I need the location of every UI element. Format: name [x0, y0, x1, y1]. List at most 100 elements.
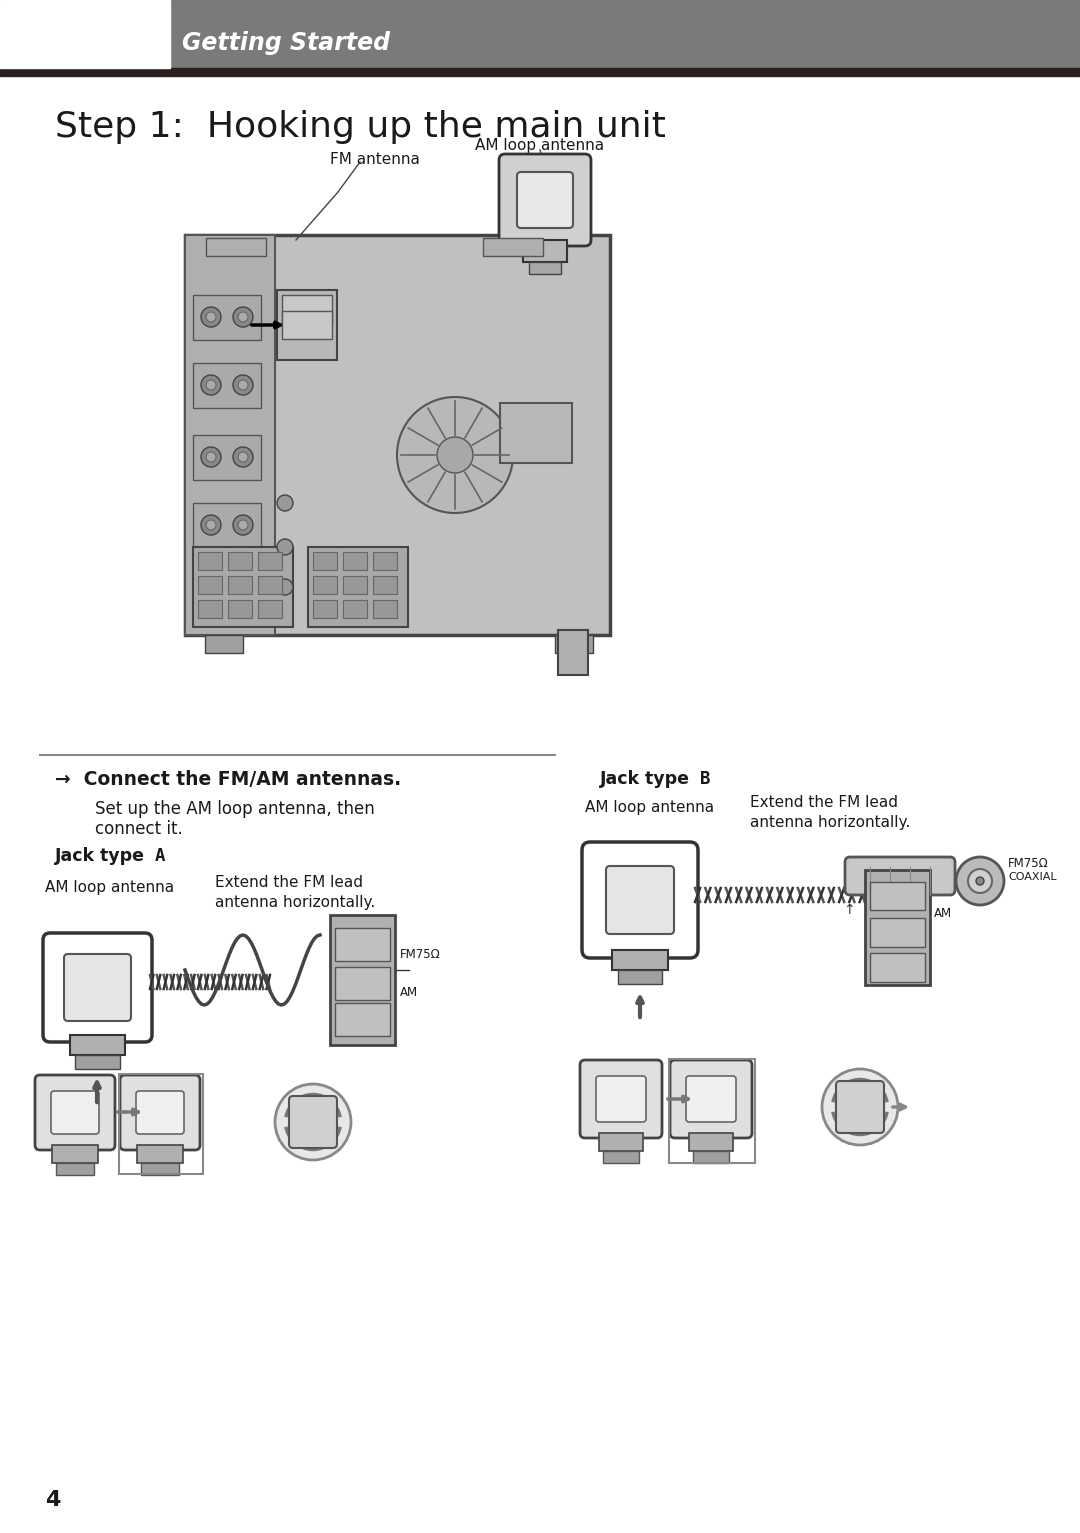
- Bar: [228, 599, 253, 618]
- Circle shape: [201, 515, 221, 535]
- Circle shape: [968, 869, 993, 894]
- Circle shape: [206, 313, 216, 322]
- Bar: [313, 552, 337, 570]
- Bar: [669, 1059, 755, 1164]
- Bar: [483, 238, 542, 256]
- Bar: [282, 294, 332, 323]
- FancyBboxPatch shape: [517, 172, 573, 228]
- Text: AM: AM: [400, 987, 418, 1000]
- Bar: [343, 599, 367, 618]
- FancyBboxPatch shape: [43, 934, 152, 1042]
- Circle shape: [238, 520, 248, 530]
- Bar: [373, 552, 397, 570]
- Text: Step 1:  Hooking up the main unit: Step 1: Hooking up the main unit: [55, 110, 666, 144]
- Bar: [599, 1133, 643, 1151]
- Bar: [373, 599, 397, 618]
- Text: Extend the FM lead: Extend the FM lead: [750, 796, 897, 809]
- Text: AM loop antenna: AM loop antenna: [45, 880, 174, 895]
- Text: Extend the FM lead: Extend the FM lead: [215, 875, 363, 891]
- FancyBboxPatch shape: [499, 153, 591, 245]
- Bar: [335, 927, 390, 961]
- Bar: [343, 552, 367, 570]
- Bar: [0, 0, 170, 67]
- Text: Set up the AM loop antenna, then: Set up the AM loop antenna, then: [95, 800, 375, 819]
- Circle shape: [397, 397, 513, 514]
- Bar: [137, 1145, 183, 1164]
- Bar: [141, 1164, 179, 1174]
- Bar: [523, 241, 567, 262]
- Circle shape: [976, 877, 984, 885]
- Circle shape: [201, 376, 221, 396]
- Bar: [193, 547, 294, 627]
- Circle shape: [233, 515, 253, 535]
- Bar: [199, 576, 222, 593]
- Text: COAXIAL: COAXIAL: [1008, 872, 1056, 881]
- Text: FM antenna: FM antenna: [330, 152, 420, 167]
- Text: Jack type: Jack type: [55, 848, 151, 865]
- Bar: [70, 1035, 125, 1055]
- Bar: [0, 67, 1080, 77]
- FancyBboxPatch shape: [596, 1076, 646, 1122]
- Circle shape: [276, 579, 293, 595]
- Circle shape: [201, 307, 221, 327]
- FancyBboxPatch shape: [670, 1059, 752, 1137]
- FancyBboxPatch shape: [606, 866, 674, 934]
- Text: B: B: [700, 770, 711, 788]
- FancyBboxPatch shape: [35, 1075, 114, 1150]
- Bar: [308, 547, 408, 627]
- Bar: [258, 599, 282, 618]
- Bar: [558, 630, 588, 675]
- Circle shape: [206, 520, 216, 530]
- Bar: [529, 262, 561, 274]
- Text: FM75Ω: FM75Ω: [400, 947, 441, 961]
- Bar: [193, 503, 261, 547]
- Bar: [335, 1004, 390, 1036]
- Bar: [228, 576, 253, 593]
- Bar: [313, 599, 337, 618]
- Bar: [870, 918, 924, 947]
- Bar: [185, 235, 275, 635]
- FancyBboxPatch shape: [136, 1091, 184, 1134]
- Circle shape: [238, 313, 248, 322]
- FancyBboxPatch shape: [836, 1081, 885, 1133]
- Text: AM loop antenna: AM loop antenna: [585, 800, 714, 816]
- Bar: [193, 363, 261, 408]
- Circle shape: [233, 307, 253, 327]
- Bar: [335, 967, 390, 1000]
- FancyBboxPatch shape: [582, 842, 698, 958]
- Bar: [618, 970, 662, 984]
- Bar: [199, 599, 222, 618]
- Text: antenna horizontally.: antenna horizontally.: [215, 895, 375, 911]
- Text: AM loop antenna: AM loop antenna: [475, 138, 605, 153]
- Text: Getting Started: Getting Started: [183, 31, 390, 55]
- Bar: [603, 1151, 639, 1164]
- Bar: [870, 881, 924, 911]
- FancyBboxPatch shape: [289, 1096, 337, 1148]
- Bar: [276, 290, 337, 360]
- Bar: [206, 238, 267, 256]
- Text: Jack type: Jack type: [600, 770, 696, 788]
- Circle shape: [276, 495, 293, 510]
- Circle shape: [206, 380, 216, 389]
- Circle shape: [201, 448, 221, 468]
- Bar: [228, 552, 253, 570]
- FancyBboxPatch shape: [580, 1059, 662, 1137]
- Text: →  Connect the FM/AM antennas.: → Connect the FM/AM antennas.: [55, 770, 401, 789]
- Bar: [0, 0, 1080, 67]
- Text: ↑: ↑: [843, 903, 854, 917]
- Bar: [689, 1133, 733, 1151]
- Text: FM75Ω: FM75Ω: [1008, 857, 1049, 871]
- Bar: [373, 576, 397, 593]
- Bar: [258, 576, 282, 593]
- Text: AM: AM: [934, 908, 953, 920]
- Bar: [193, 435, 261, 480]
- Circle shape: [437, 437, 473, 474]
- Bar: [75, 1055, 120, 1069]
- Bar: [343, 576, 367, 593]
- Bar: [282, 311, 332, 339]
- Bar: [52, 1145, 98, 1164]
- Text: A: A: [156, 848, 165, 865]
- Text: 4: 4: [45, 1490, 60, 1510]
- Text: connect it.: connect it.: [95, 820, 183, 839]
- Circle shape: [233, 376, 253, 396]
